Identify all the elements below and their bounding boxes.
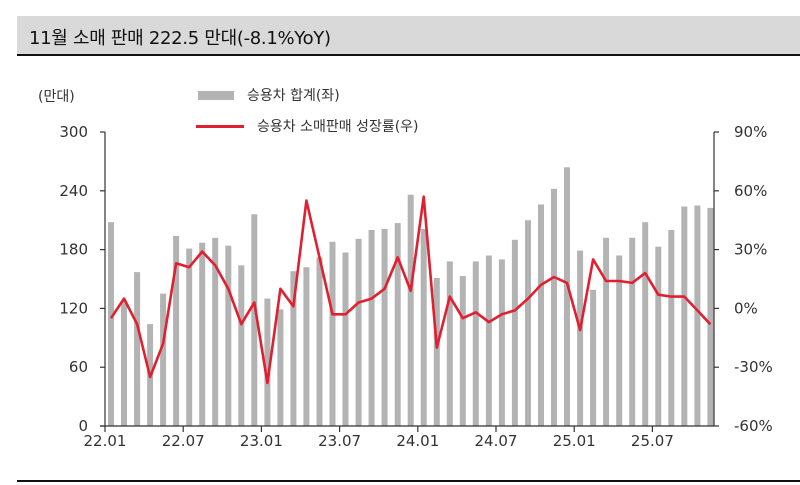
axis-labels: 0 60 120 180 240 300 -60% -30% 0% 30% 60% 90% 22.01 2… [59,123,772,450]
left-axis-tick-label: 180 [59,241,88,259]
right-axis-tick-label: 30% [734,241,767,259]
bar [498,259,505,426]
bar [303,267,310,426]
legend-bar-label: 승용차 합계(좌) [247,88,340,104]
bar [212,237,219,426]
legend: 승용차 합계(좌) 승용차 소매판매 성장률(우) [196,84,419,146]
bar [525,220,531,426]
bar [459,276,466,426]
x-axis-tick-label: 24.01 [396,432,439,450]
bar [420,229,427,426]
bar [108,222,114,426]
legend-bar-swatch-icon [198,90,234,100]
bar-series [108,167,714,427]
bar [329,241,336,426]
x-axis-tick-label: 24.07 [475,432,518,450]
growth-rate-line [109,195,712,385]
bar [186,248,193,426]
legend-item-line: 승용차 소매판매 성장률(우) [196,115,419,137]
right-axis-tick-label: -30% [734,358,773,376]
bar [511,239,518,426]
x-axis-tick-label: 22.01 [84,432,127,450]
bar [564,167,570,427]
legend-item-bar: 승용차 합계(좌) [198,84,419,106]
bar [485,255,492,426]
bar [225,245,232,426]
bar [446,261,453,426]
bar [681,206,688,426]
chart-title: 11월 소매 판매 222.5 만대(-8.1%YoY) [29,28,331,49]
bar [173,235,180,426]
left-axis-unit-label: (만대) [38,89,75,105]
bar [642,222,649,426]
bar [668,230,675,426]
bar [538,204,544,426]
bar [616,255,623,426]
bar [134,272,141,426]
legend-line-label: 승용차 소매판매 성장률(우) [257,119,419,135]
left-axis-tick-label: 120 [59,299,88,317]
bar [316,257,323,426]
title-bar: 11월 소매 판매 222.5 만대(-8.1%YoY) [17,16,800,56]
bar [590,289,597,426]
bar [394,223,401,426]
right-axis-tick-label: 90% [734,123,767,141]
right-axis-tick-label: 0% [734,299,758,317]
bar [472,261,479,426]
bar [368,230,375,426]
x-axis-tick-label: 23.07 [318,432,361,450]
bar [342,252,349,426]
bar [355,238,362,426]
bar [694,205,701,426]
left-axis-tick-label: 60 [69,358,88,376]
legend-line-swatch-icon [196,124,244,128]
x-axis-tick-label: 25.07 [631,432,674,450]
bar [251,214,258,426]
bar [629,237,636,426]
bar [199,242,206,426]
left-axis-tick-label: 0 [78,417,88,435]
bar [707,207,714,426]
x-axis-tick-label: 25.01 [553,432,596,450]
bar [121,300,127,426]
bar [381,229,388,426]
bar [603,237,610,426]
bar [277,309,284,426]
bar [407,194,414,426]
right-axis-tick-label: 60% [734,182,767,200]
bar [433,278,440,426]
bar [160,293,167,426]
bottom-rule [17,480,800,482]
x-axis-tick-label: 23.01 [240,432,283,450]
bar [551,188,557,426]
left-axis-tick-label: 300 [59,123,88,141]
x-axis-tick-label: 22.07 [162,432,205,450]
left-axis-tick-label: 240 [59,182,88,200]
axes [100,131,719,432]
bar [655,246,662,426]
right-axis-tick-label: -60% [734,417,773,435]
bar [577,250,584,426]
bar [264,298,271,426]
bar [290,271,297,426]
bar [238,265,245,426]
